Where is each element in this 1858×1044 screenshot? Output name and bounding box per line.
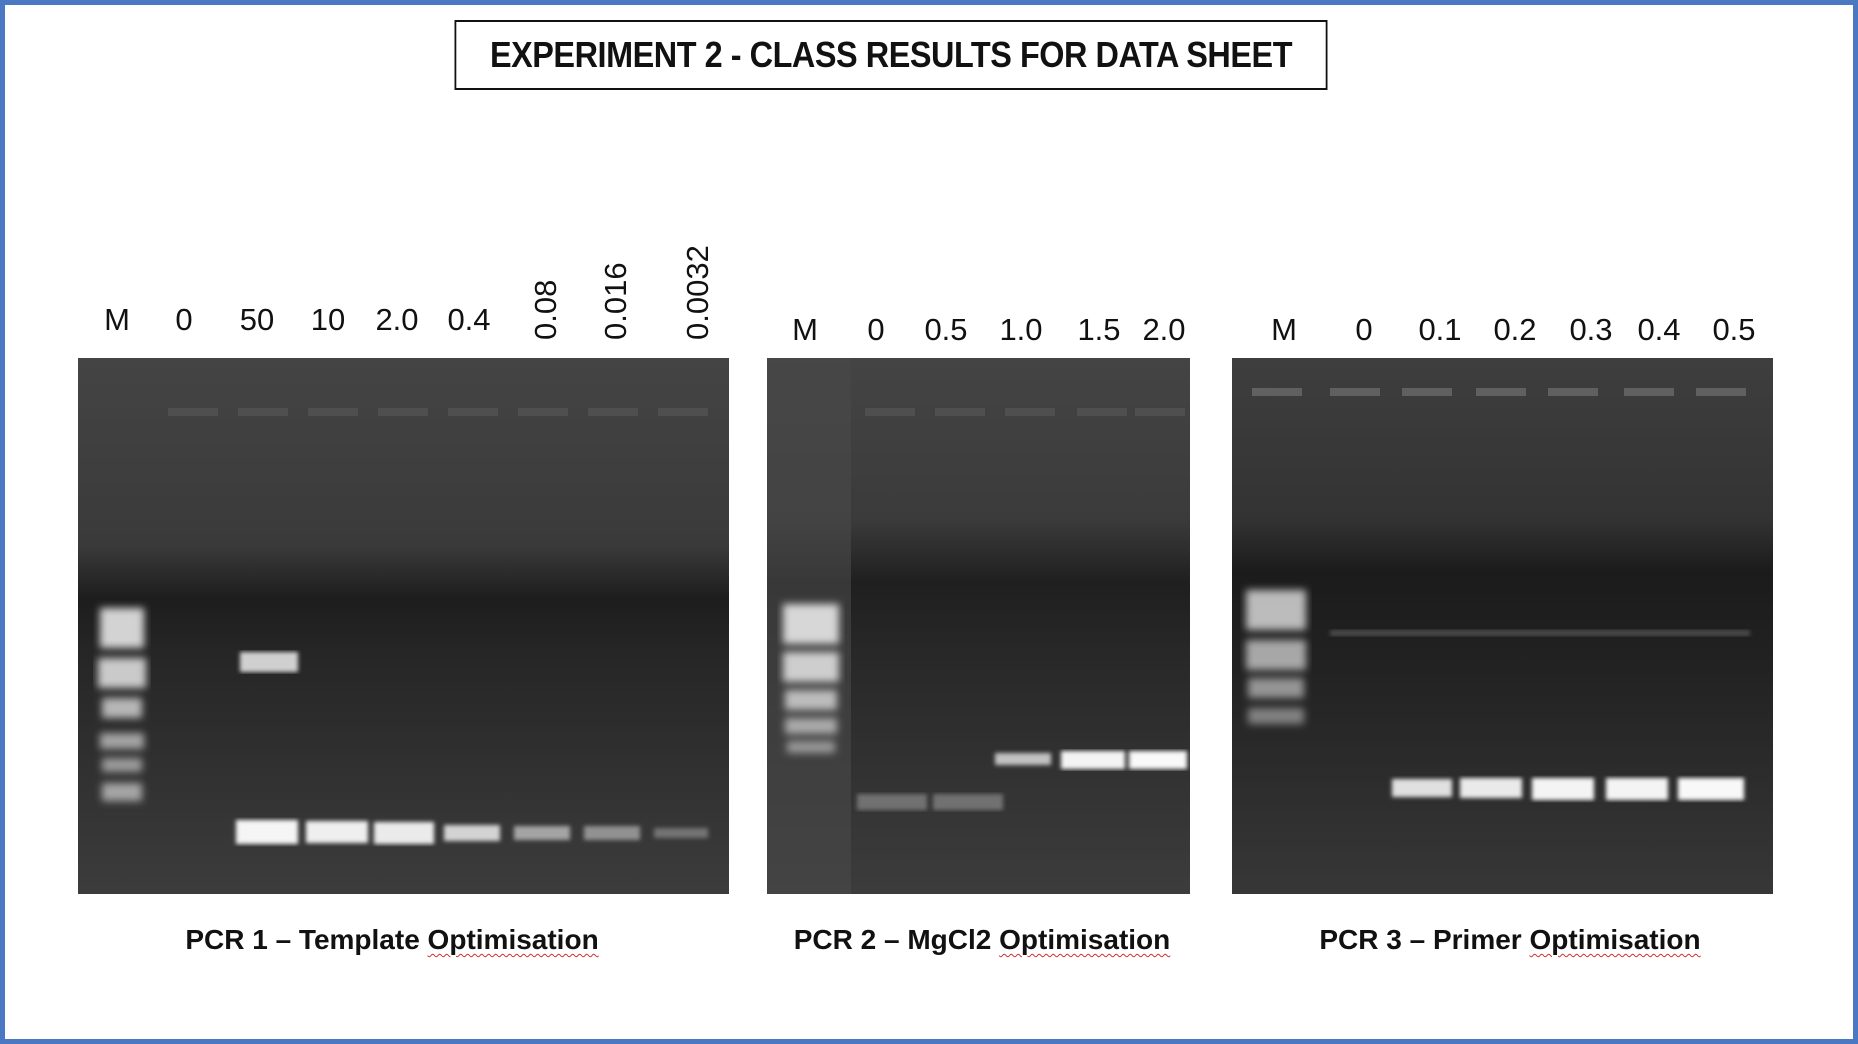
gel3-lane-label-0-3: 0.3 <box>1569 312 1613 347</box>
gel2-lane-label-0-5: 0.5 <box>924 312 968 347</box>
gel-caption-pcr1-prefix: PCR 1 – Template <box>185 924 428 955</box>
gel1-lane-label-2-0: 2.0 <box>375 302 419 337</box>
gel3-lane-label-0-4: 0.4 <box>1637 312 1681 347</box>
gel-caption-pcr2: PCR 2 – MgCl2 Optimisation <box>794 924 1171 956</box>
gel3-lane-label-0-5: 0.5 <box>1712 312 1756 347</box>
gel3-lane-label-0-1: 0.1 <box>1418 312 1462 347</box>
gel2-lane-label-1-0: 1.0 <box>999 312 1043 347</box>
gel-caption-pcr3: PCR 3 – Primer Optimisation <box>1319 924 1700 956</box>
gel1-lane-label-0-4: 0.4 <box>447 302 491 337</box>
gel-image-pcr2 <box>767 358 1190 894</box>
gel-caption-pcr1-word: Optimisation <box>427 924 599 955</box>
gel2-lane-label-1-5: 1.5 <box>1077 312 1121 347</box>
gel1-lane-label-10: 10 <box>310 302 346 337</box>
gel-image-pcr3 <box>1232 358 1773 894</box>
gel1-lane-label-0-016: 0.016 <box>598 262 633 340</box>
gel1-lane-label-50: 50 <box>239 302 275 337</box>
gel3-lane-label-0: 0 <box>1355 312 1373 347</box>
gel2-lane-label-m: M <box>792 312 818 347</box>
gel3-lane-label-0-2: 0.2 <box>1493 312 1537 347</box>
gel-image-pcr1 <box>78 358 729 894</box>
gel1-lane-label-0-08: 0.08 <box>528 279 563 340</box>
gel-caption-pcr2-word: Optimisation <box>999 924 1171 955</box>
gel-caption-pcr1: PCR 1 – Template Optimisation <box>185 924 598 956</box>
gel1-lane-label-0: 0 <box>175 302 193 337</box>
figure-title: EXPERIMENT 2 - CLASS RESULTS FOR DATA SH… <box>454 20 1328 90</box>
gel-caption-pcr3-word: Optimisation <box>1529 924 1701 955</box>
gel-caption-pcr2-prefix: PCR 2 – MgCl2 <box>793 924 1000 955</box>
gel3-lane-label-m: M <box>1271 312 1297 347</box>
gel2-lane-label-0: 0 <box>867 312 885 347</box>
gel1-lane-label-0-0032: 0.0032 <box>680 245 715 340</box>
gel1-lane-label-m: M <box>104 302 130 337</box>
gel2-lane-label-2-0: 2.0 <box>1142 312 1186 347</box>
gel-caption-pcr3-prefix: PCR 3 – Primer <box>1319 924 1530 955</box>
